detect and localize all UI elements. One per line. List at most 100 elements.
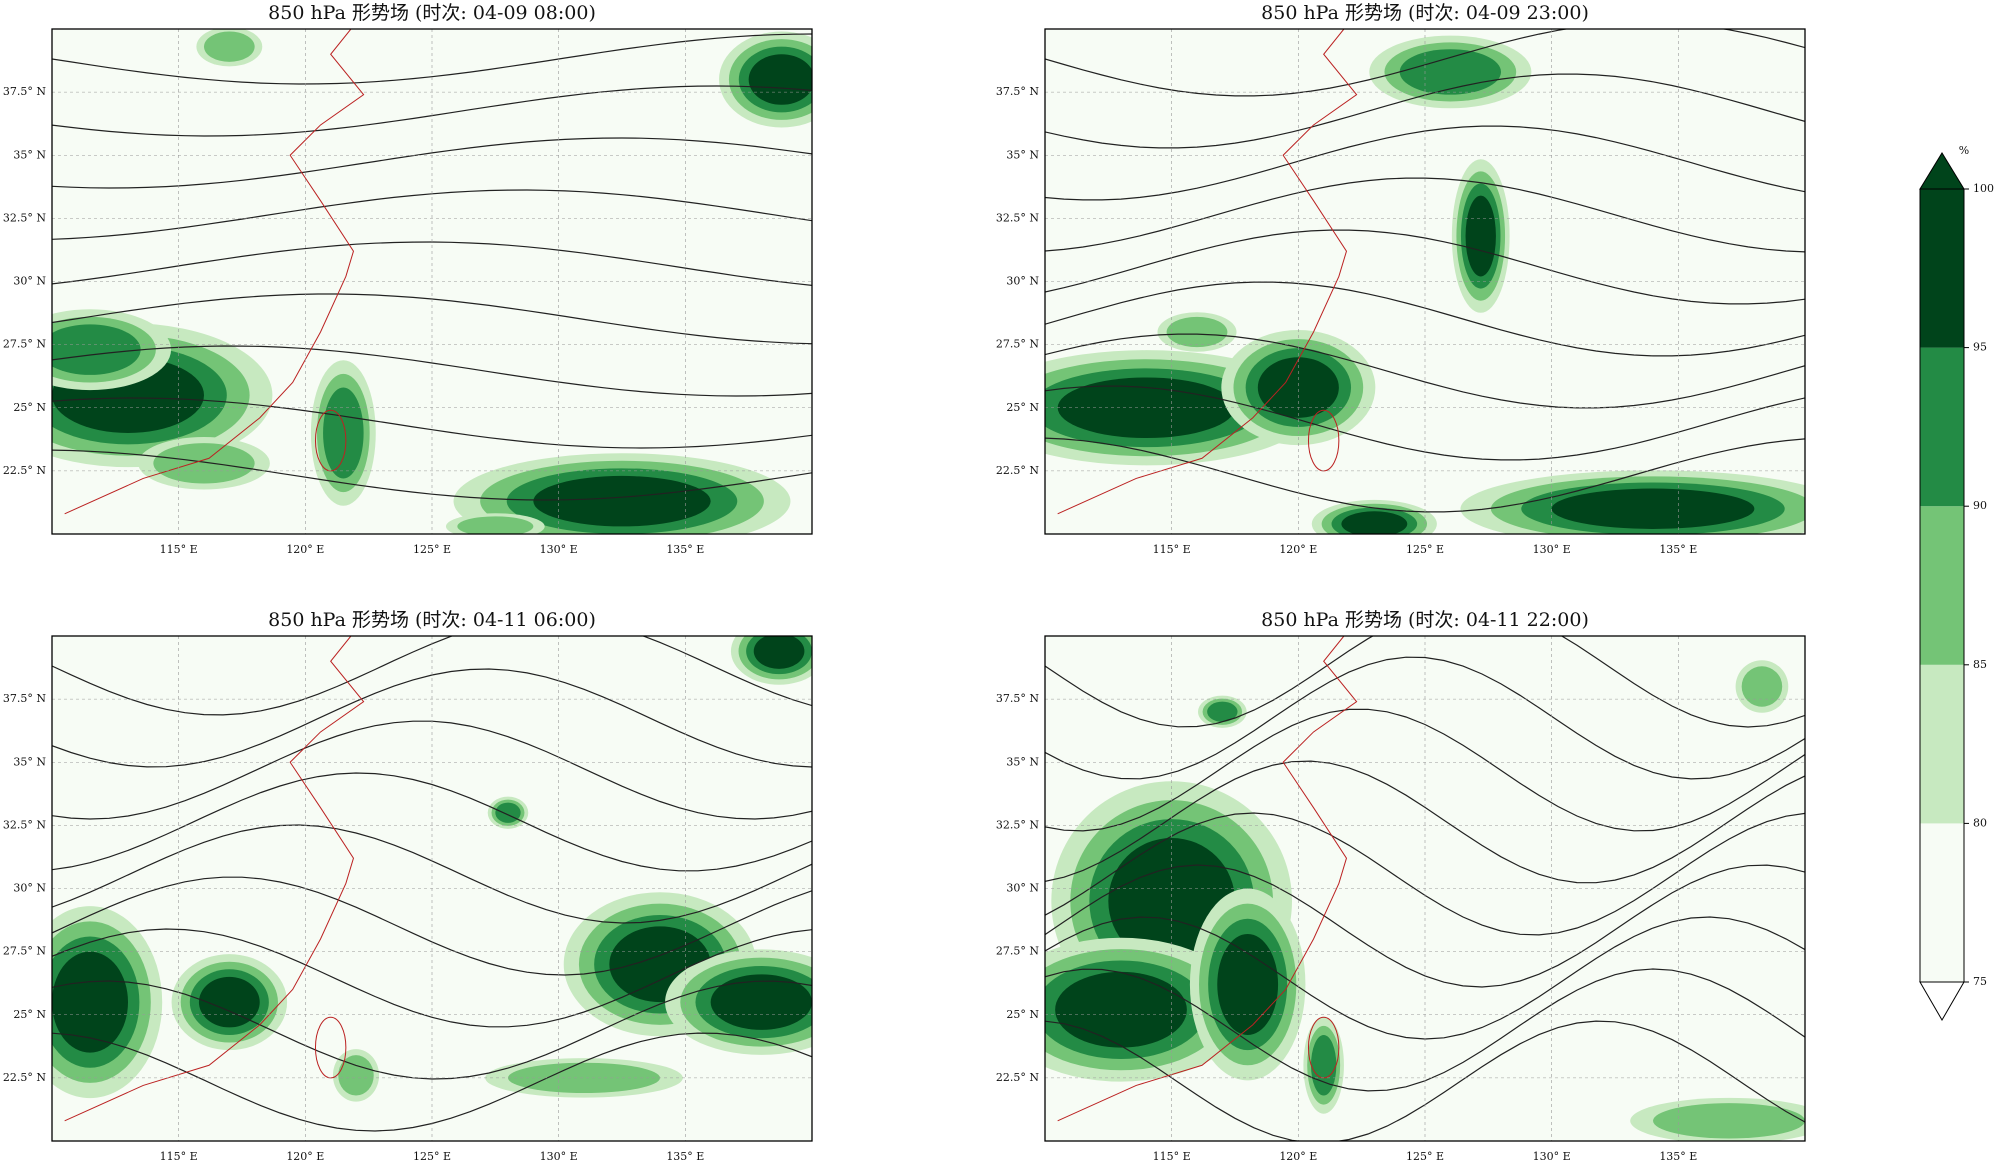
panel-title: 850 hPa 形势场 (时次: 04-09 23:00)	[1261, 2, 1589, 24]
colorbar-segment	[1920, 189, 1964, 348]
lon-tick-label: 135° E	[1659, 1150, 1697, 1162]
map-panel: 115° E 120° E 125° E 130° E 135° E 22.5° N 25°…	[3, 2, 813, 556]
lat-tick-label: 25° N	[1006, 401, 1039, 414]
humidity-area	[52, 951, 128, 1053]
lon-tick-label: 115° E	[1153, 1150, 1191, 1162]
colorbar-extend-bottom	[1919, 981, 1965, 1021]
colorbar: 75 80 85 90 95 100%	[1919, 144, 1994, 1021]
map-content	[52, 636, 812, 1132]
colorbar-frame	[1919, 188, 1965, 983]
colorbar-tick-label: 75	[1973, 975, 1987, 988]
panel-title: 850 hPa 形势场 (时次: 04-09 08:00)	[268, 2, 596, 24]
humidity-area	[1551, 488, 1755, 529]
lon-tick-label: 135° E	[666, 1150, 704, 1162]
lon-tick-label: 125° E	[413, 543, 451, 556]
humidity-area	[1217, 933, 1279, 1035]
lon-tick-label: 125° E	[1406, 543, 1444, 556]
panel-title: 850 hPa 形势场 (时次: 04-11 06:00)	[268, 609, 596, 631]
humidity-area	[753, 636, 805, 669]
lat-tick-label: 30° N	[13, 275, 46, 288]
lon-tick-label: 135° E	[1659, 543, 1697, 556]
contour-line	[52, 397, 812, 449]
lon-tick-label: 130° E	[540, 543, 578, 556]
lat-tick-label: 35° N	[13, 755, 46, 768]
map-frame	[1044, 635, 1806, 1142]
contour-line	[1045, 656, 1805, 780]
humidity-area	[748, 54, 812, 105]
lat-tick-label: 30° N	[1006, 882, 1039, 895]
humidity-area	[1166, 316, 1228, 348]
humidity-area	[1741, 666, 1783, 707]
coastline	[1057, 636, 1358, 1122]
lat-tick-label: 35° N	[13, 148, 46, 161]
lat-tick-label: 32.5° N	[3, 818, 46, 831]
map-panel: 115° E 120° E 125° E 130° E 135° E 22.5° N 25°…	[996, 609, 1806, 1162]
lat-tick-label: 27.5° N	[3, 945, 46, 958]
map-frame	[51, 635, 813, 1142]
lat-tick-label: 32.5° N	[996, 818, 1039, 831]
humidity-area	[710, 974, 812, 1030]
humidity-area	[508, 1062, 660, 1094]
lon-tick-label: 130° E	[1533, 543, 1571, 556]
colorbar-segment	[1920, 506, 1964, 665]
lat-tick-label: 27.5° N	[3, 338, 46, 351]
panel-title: 850 hPa 形势场 (时次: 04-11 22:00)	[1261, 609, 1589, 631]
lat-tick-label: 22.5° N	[996, 464, 1039, 477]
lat-tick-label: 25° N	[13, 1008, 46, 1021]
lat-tick-label: 37.5° N	[996, 85, 1039, 98]
lat-tick-label: 35° N	[1006, 148, 1039, 161]
lat-tick-label: 22.5° N	[3, 1071, 46, 1084]
humidity-area	[1399, 49, 1502, 95]
lon-tick-label: 125° E	[413, 1150, 451, 1162]
humidity-area	[153, 443, 255, 484]
contour-line	[1045, 333, 1805, 409]
lon-tick-label: 115° E	[160, 543, 198, 556]
lat-tick-label: 22.5° N	[996, 1071, 1039, 1084]
colorbar-tick-label: 100	[1973, 182, 1994, 195]
humidity-area	[533, 475, 711, 527]
map-frame	[1044, 28, 1806, 535]
map-frame	[51, 28, 813, 535]
lon-tick-label: 120° E	[1279, 543, 1317, 556]
map-panel: 115° E 120° E 125° E 130° E 135° E 22.5° N 25°…	[3, 609, 813, 1162]
colorbar-tick-label: 90	[1973, 499, 1987, 512]
lat-tick-label: 22.5° N	[3, 464, 46, 477]
humidity-area	[1057, 377, 1236, 439]
humidity-area	[1465, 195, 1496, 277]
lon-tick-label: 120° E	[286, 543, 324, 556]
lat-tick-label: 37.5° N	[996, 692, 1039, 705]
humidity-area	[1207, 701, 1238, 722]
lat-tick-label: 27.5° N	[996, 945, 1039, 958]
humidity-area	[1341, 511, 1408, 534]
lat-tick-label: 25° N	[1006, 1008, 1039, 1021]
humidity-area	[1257, 357, 1339, 418]
lon-tick-label: 130° E	[540, 1150, 578, 1162]
lon-tick-label: 130° E	[1533, 1150, 1571, 1162]
lon-tick-label: 125° E	[1406, 1150, 1444, 1162]
humidity-area	[1653, 1103, 1805, 1139]
humidity-area	[52, 324, 141, 375]
colorbar-tick-label: 80	[1973, 816, 1987, 829]
humidity-area	[338, 1055, 374, 1096]
colorbar-segment	[1920, 823, 1964, 982]
lat-tick-label: 37.5° N	[3, 85, 46, 98]
lat-tick-label: 30° N	[13, 882, 46, 895]
colorbar-segment	[1920, 347, 1964, 507]
humidity-area	[1311, 1034, 1337, 1096]
colorbar-tick-label: 85	[1973, 658, 1987, 671]
humidity-area	[457, 516, 534, 534]
lat-tick-label: 35° N	[1006, 755, 1039, 768]
lon-tick-label: 120° E	[286, 1150, 324, 1162]
humidity-area	[204, 31, 255, 62]
humidity-area	[1055, 971, 1187, 1048]
humidity-area	[323, 387, 364, 479]
lat-tick-label: 32.5° N	[3, 211, 46, 224]
colorbar-extend-top	[1919, 152, 1965, 190]
map-panel: 115° E 120° E 125° E 130° E 135° E 22.5° N 25°…	[996, 2, 1806, 556]
colorbar-label: %	[1959, 144, 1969, 157]
lon-tick-label: 135° E	[666, 543, 704, 556]
lon-tick-label: 120° E	[1279, 1150, 1317, 1162]
map-content	[52, 29, 812, 534]
lon-tick-label: 115° E	[1153, 543, 1191, 556]
